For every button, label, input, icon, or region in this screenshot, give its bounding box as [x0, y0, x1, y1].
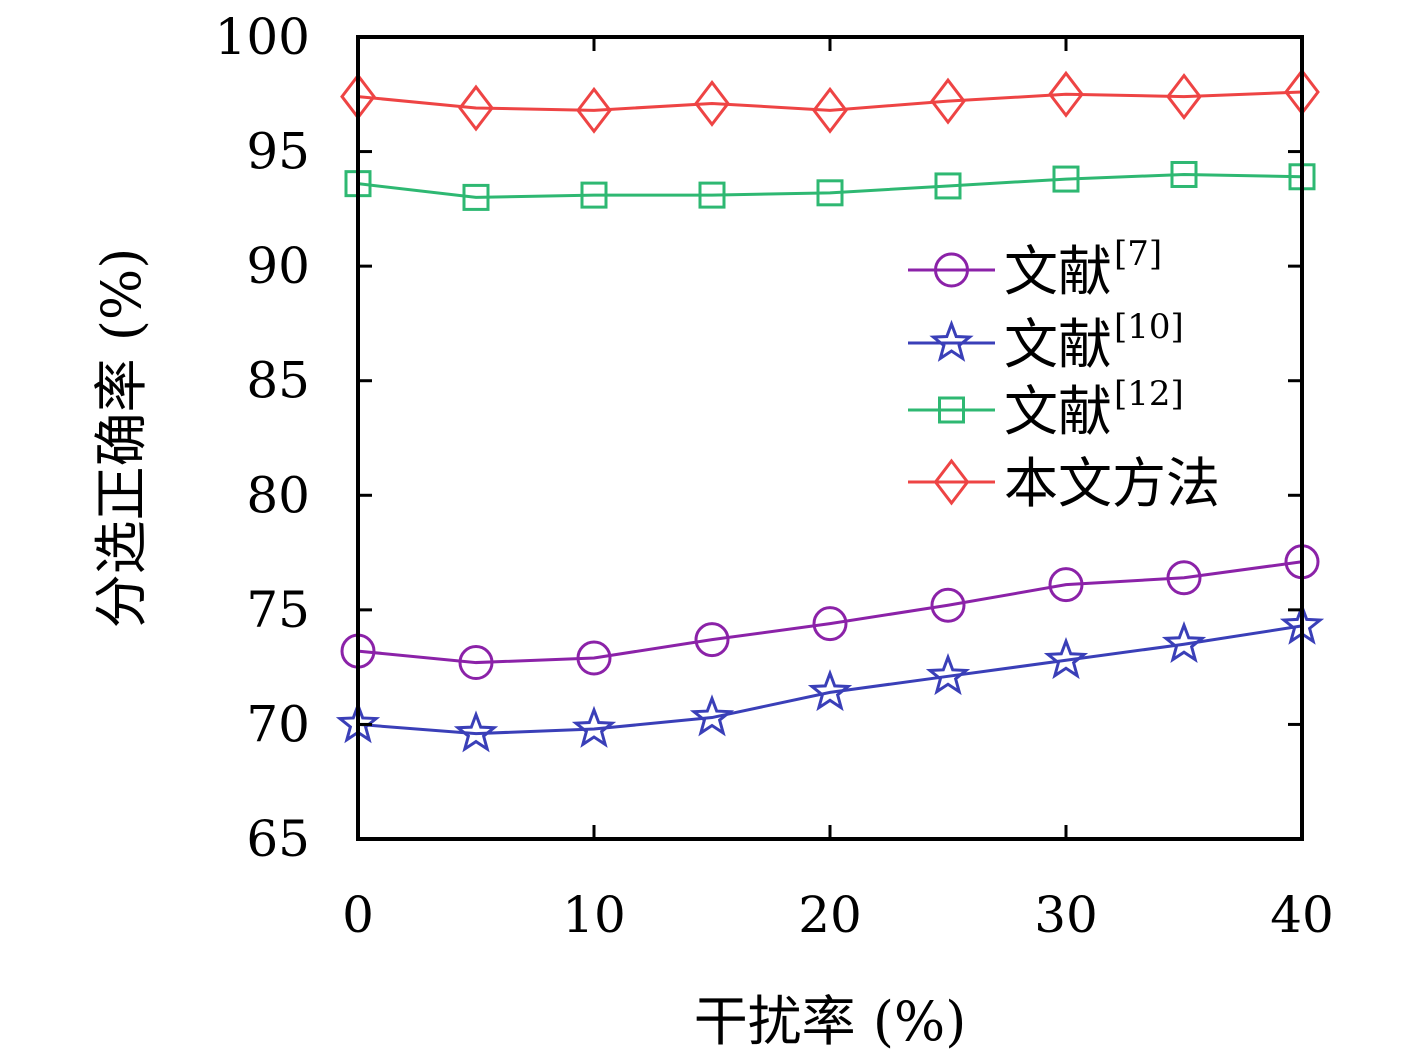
x-axis-title: 干扰率 (%) [694, 990, 967, 1053]
data-point [934, 172, 962, 200]
data-point [689, 694, 735, 737]
data-point [1166, 73, 1202, 121]
data-point [580, 181, 608, 209]
legend-label: 文献 [1004, 240, 1112, 303]
legend-label: 本文方法 [1004, 452, 1220, 515]
series-line [357, 172, 1303, 199]
data-point [925, 653, 971, 696]
series-4 [340, 68, 1320, 134]
legend-label: 文献 [1004, 313, 1112, 376]
legend-label: 文献 [1004, 380, 1112, 443]
series-line [357, 560, 1303, 665]
x-tick-label: 40 [1270, 886, 1334, 944]
data-point [576, 640, 612, 676]
legend-reference: [7] [1114, 234, 1162, 274]
y-tick-label: 100 [215, 8, 310, 66]
legend-item: 文献 [10] [908, 307, 1184, 376]
data-point [1166, 560, 1202, 596]
series-line [357, 624, 1303, 736]
data-point [1052, 165, 1080, 193]
y-tick-label: 70 [246, 695, 310, 753]
x-tick-label: 30 [1034, 886, 1098, 944]
data-point [1043, 636, 1089, 680]
y-tick-label: 95 [246, 123, 310, 181]
y-tick-label: 80 [246, 466, 310, 524]
data-point [458, 645, 494, 681]
legend-reference: [12] [1114, 374, 1184, 414]
series-2 [335, 602, 1325, 753]
legend-marker [929, 319, 974, 362]
y-tick-label: 90 [246, 237, 310, 295]
data-point [458, 84, 494, 132]
legend: 文献 [7]文献 [10]文献 [12]本文方法 [908, 234, 1220, 515]
data-point [1170, 160, 1198, 188]
x-tick-label: 0 [342, 886, 374, 944]
data-point [1161, 620, 1207, 664]
data-point [694, 79, 730, 127]
data-point [694, 622, 730, 658]
y-tick-label: 85 [246, 352, 310, 410]
legend-item: 本文方法 [908, 452, 1220, 515]
x-tick-label: 10 [562, 886, 626, 944]
data-point [698, 181, 726, 209]
data-point [453, 710, 499, 753]
data-point [807, 669, 853, 712]
data-point [462, 183, 490, 211]
data-point [930, 587, 966, 623]
data-point [930, 77, 966, 125]
x-tick-label: 20 [798, 886, 862, 944]
legend-marker [934, 252, 969, 288]
y-tick-label: 75 [246, 581, 310, 639]
legend-item: 文献 [12] [908, 374, 1184, 443]
legend-marker [938, 396, 965, 424]
data-point [1048, 567, 1084, 603]
data-point [816, 179, 844, 207]
series-line [357, 90, 1303, 112]
data-point [812, 86, 848, 134]
data-point [576, 86, 612, 134]
legend-item: 文献 [7] [908, 234, 1162, 303]
legend-reference: [10] [1114, 307, 1184, 347]
ticks-layer: 65 70 75 80 85 90 95 100 0 10 20 30 40 [215, 8, 1334, 944]
legend-marker [933, 458, 970, 506]
y-tick-label: 65 [246, 810, 310, 868]
data-point [1048, 70, 1084, 118]
data-point [812, 606, 848, 642]
y-axis-title: 分选正确率 (%) [90, 248, 153, 629]
series-3 [344, 160, 1316, 211]
data-point [571, 705, 617, 748]
plot-frame [356, 35, 1304, 841]
